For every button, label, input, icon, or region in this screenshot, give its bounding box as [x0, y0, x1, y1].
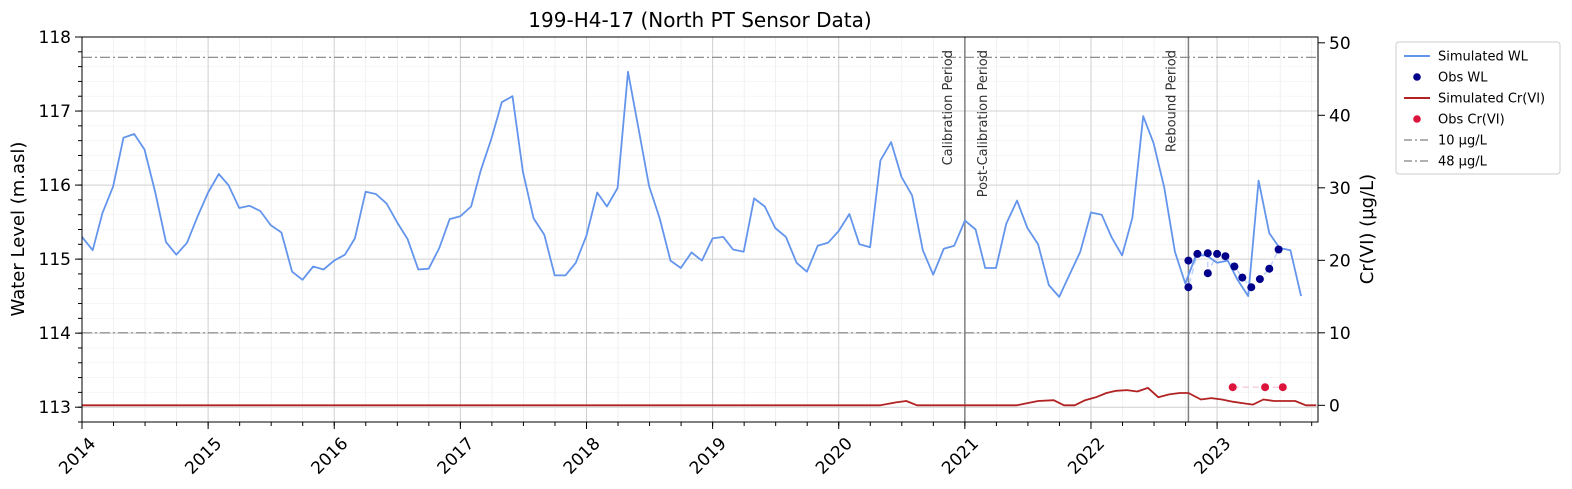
- obs-wl-point: [1238, 273, 1247, 282]
- period-label: Calibration Period: [941, 50, 956, 165]
- legend-swatch-dot: [1413, 115, 1421, 123]
- obs-cr-point: [1228, 383, 1237, 392]
- obs-wl-point: [1203, 249, 1212, 258]
- y-left-tick-label: 116: [39, 176, 71, 196]
- x-tick-label: 2018: [560, 434, 605, 479]
- y-right-tick-label: 10: [1329, 324, 1351, 344]
- x-tick-label: 2020: [812, 434, 857, 479]
- sim-cr-line: [82, 386, 1317, 407]
- y-axis-left-label: Water Level (m.asl): [8, 142, 29, 317]
- y-left-tick-label: 115: [39, 250, 71, 270]
- period-label: Post-Calibration Period: [976, 50, 991, 197]
- threshold-lines: [82, 56, 1318, 334]
- period-markers: Calibration Period Post-Calibration Perio…: [941, 37, 1190, 422]
- chart-title: 199-H4-17 (North PT Sensor Data): [528, 8, 871, 32]
- period-label: Rebound Period: [1164, 50, 1179, 152]
- legend-label: 48 µg/L: [1438, 155, 1488, 170]
- y-axis-right-label: Cr(VI) (µg/L): [1357, 174, 1378, 284]
- obs-wl-point: [1184, 283, 1193, 292]
- x-tick-label: 2022: [1064, 434, 1109, 479]
- y-left-tick-label: 113: [39, 398, 71, 418]
- y-left-tick-label: 118: [39, 28, 71, 48]
- legend: Simulated WL Obs WL Simulated Cr(VI) Obs Cr…: [1395, 41, 1561, 175]
- obs-cr-point: [1261, 383, 1270, 392]
- y-right-tick-label: 30: [1329, 179, 1351, 199]
- sim-wl-line: [81, 70, 1302, 298]
- y-left-tick-label: 117: [39, 102, 71, 122]
- legend-label: Simulated WL: [1438, 50, 1529, 65]
- obs-wl-point: [1274, 245, 1283, 254]
- legend-swatch-dot: [1413, 73, 1421, 81]
- obs-wl-point: [1265, 264, 1274, 273]
- obs-wl-point: [1221, 252, 1230, 261]
- x-tick-label: 2019: [686, 434, 731, 479]
- obs-wl-point: [1193, 249, 1202, 258]
- legend-label: Obs WL: [1438, 71, 1488, 86]
- obs-cr-point: [1278, 383, 1287, 392]
- grid: [81, 36, 1318, 423]
- y-right-tick-label: 50: [1329, 34, 1351, 54]
- obs-wl-point: [1247, 283, 1256, 292]
- x-tick-label: 2014: [55, 434, 100, 479]
- x-tick-label: 2017: [434, 434, 479, 479]
- y-left-tick-label: 114: [39, 324, 71, 344]
- obs-wl-point: [1184, 256, 1193, 265]
- y-right-tick-label: 0: [1329, 396, 1340, 416]
- y-right-tick-label: 40: [1329, 106, 1351, 126]
- x-tick-label: 2015: [181, 434, 226, 479]
- obs-wl-point: [1213, 249, 1222, 258]
- x-tick-label: 2023: [1190, 434, 1235, 479]
- series-group: [81, 70, 1317, 407]
- y-right-tick-label: 20: [1329, 251, 1351, 271]
- x-tick-label: 2021: [938, 434, 983, 479]
- legend-box: [1395, 41, 1561, 175]
- obs-wl-point: [1203, 269, 1212, 278]
- x-tick-label: 2016: [308, 434, 353, 479]
- legend-label: Obs Cr(VI): [1438, 113, 1505, 128]
- obs-wl-point: [1255, 275, 1264, 284]
- legend-label: Simulated Cr(VI): [1438, 92, 1545, 107]
- obs-wl-point: [1230, 262, 1239, 271]
- legend-label: 10 µg/L: [1438, 134, 1488, 149]
